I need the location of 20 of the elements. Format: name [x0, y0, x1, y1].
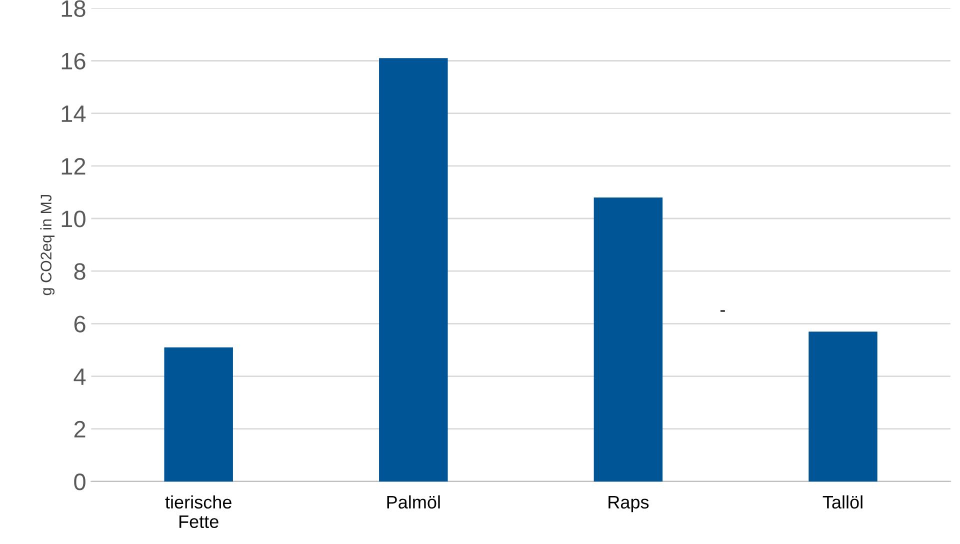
x-tick-label: Tallöl	[822, 495, 862, 509]
bar	[808, 332, 878, 482]
y-tick-label: 4	[74, 368, 86, 385]
x-tick-label: Raps	[608, 496, 649, 512]
y-tick-label: 18	[62, 0, 86, 17]
y-tick-label: 0	[74, 474, 86, 490]
annotation: -	[720, 310, 725, 312]
y-tick-label: 12	[62, 158, 86, 174]
y-tick-label: 8	[74, 263, 86, 280]
y-tick-label: 6	[74, 316, 86, 332]
y-tick-label: 14	[62, 106, 86, 122]
bar	[379, 58, 448, 482]
y-tick-label: 10	[62, 210, 86, 228]
bar	[594, 197, 663, 482]
x-tick-label: tierische Fette	[165, 495, 232, 528]
y-axis-title: g CO2eq in MJ	[40, 194, 55, 296]
x-tick-label: Palmöl	[387, 495, 440, 509]
y-tick-label: 16	[62, 52, 86, 70]
bar	[164, 347, 233, 482]
y-tick-label: 2	[74, 420, 86, 438]
